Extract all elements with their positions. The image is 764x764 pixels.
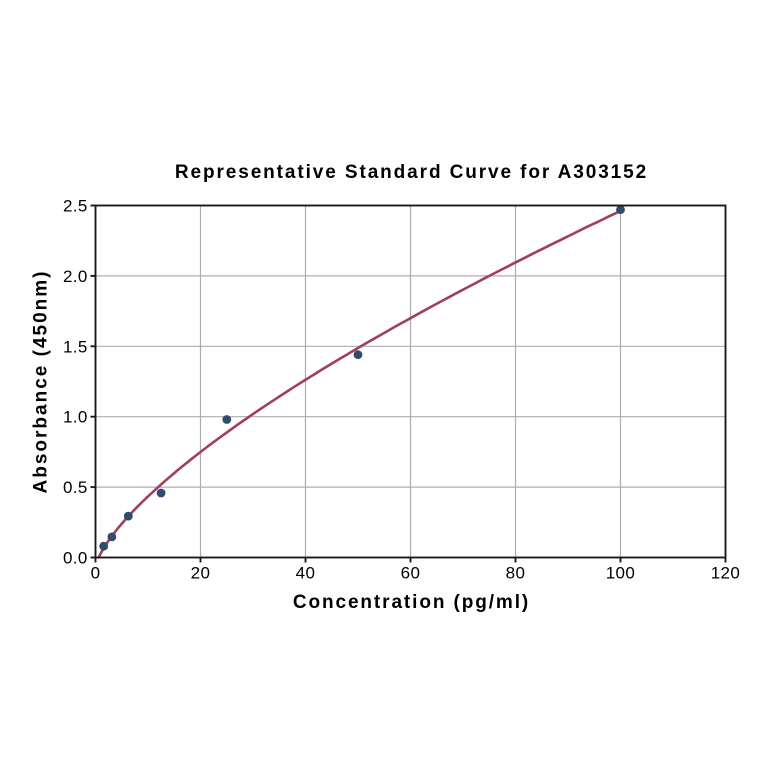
svg-text:2.5: 2.5 (63, 197, 88, 216)
svg-text:Representative Standard Curve: Representative Standard Curve for A30315… (175, 162, 648, 183)
svg-text:1.5: 1.5 (63, 337, 88, 356)
svg-text:100: 100 (606, 564, 636, 583)
svg-text:0: 0 (91, 564, 101, 583)
svg-text:60: 60 (401, 564, 421, 583)
svg-text:120: 120 (711, 564, 741, 583)
svg-text:20: 20 (191, 564, 211, 583)
svg-text:1.0: 1.0 (63, 408, 88, 427)
svg-text:0.5: 0.5 (63, 478, 88, 497)
svg-text:80: 80 (506, 564, 526, 583)
svg-text:40: 40 (296, 564, 316, 583)
svg-text:Absorbance (450nm): Absorbance (450nm) (31, 270, 52, 494)
svg-text:2.0: 2.0 (63, 267, 88, 286)
svg-text:0.0: 0.0 (63, 549, 88, 568)
svg-text:Concentration (pg/ml): Concentration (pg/ml) (293, 592, 530, 613)
